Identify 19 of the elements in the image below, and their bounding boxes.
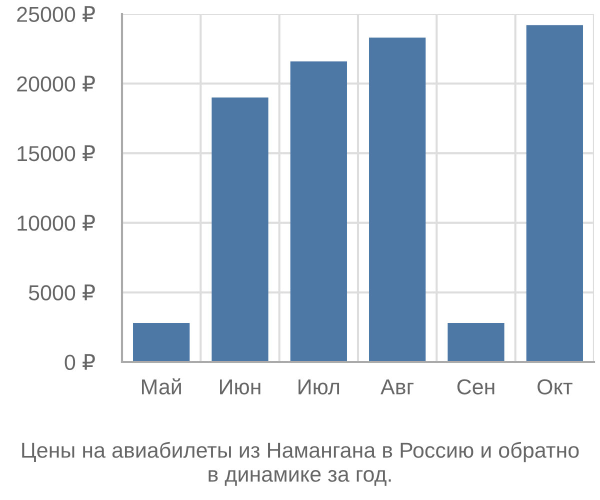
y-tick-label: 0 ₽: [64, 354, 95, 370]
x-tick-label: Окт: [538, 379, 572, 394]
x-tick-label: Май: [142, 378, 181, 394]
y-tick-label: 15000 ₽: [18, 145, 95, 162]
y-tick-label: 10000 ₽: [18, 214, 95, 231]
text: Цены на авиабилеты из Намангана в Россию и обратно в динамике за год.: [22, 442, 579, 486]
bar: [448, 323, 504, 362]
bar: [133, 323, 190, 362]
bar: [369, 38, 426, 362]
bar: [526, 25, 583, 362]
bar: [290, 61, 347, 362]
y-tick-label: 25000 ₽: [17, 6, 95, 22]
x-tick-label: Июн: [220, 379, 260, 394]
x-tick-label: Сен: [457, 379, 494, 394]
bar: [212, 98, 268, 362]
x-tick-label: Июл: [298, 379, 340, 394]
y-tick-label: 5000 ₽: [28, 284, 95, 300]
y-tick-label: 20000 ₽: [17, 76, 95, 92]
x-tick-label: Авг: [380, 379, 414, 394]
